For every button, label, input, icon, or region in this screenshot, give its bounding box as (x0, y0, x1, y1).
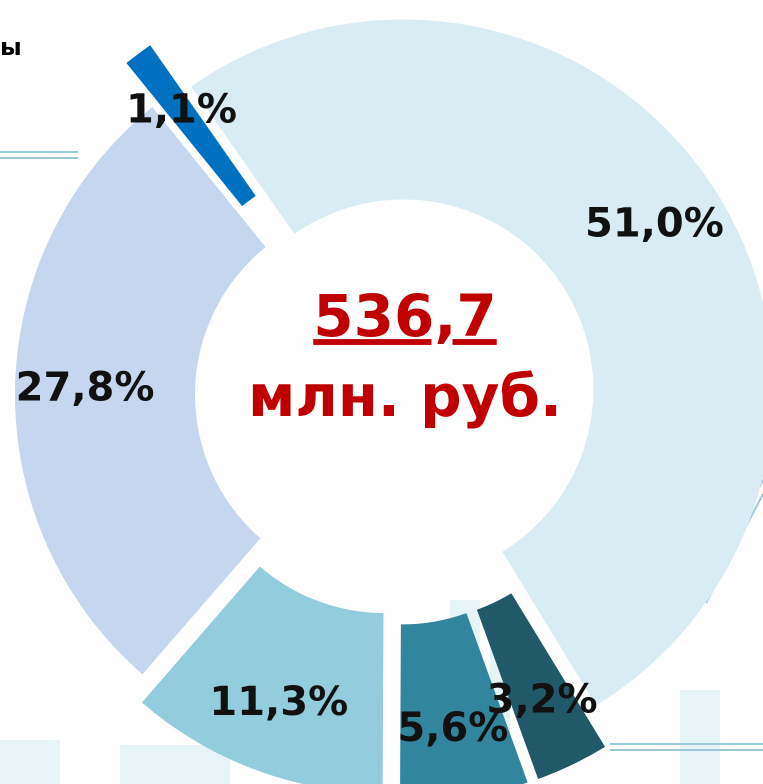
center-unit: млн. руб. (248, 362, 562, 430)
value-label: 11,3% (209, 679, 348, 725)
value-label: 1,1% (126, 86, 237, 132)
value-label: 5,6% (397, 705, 508, 751)
center-value: 536,7 (313, 282, 496, 350)
value-label: 27,8% (16, 365, 155, 411)
value-label: 51,0% (585, 200, 724, 246)
chart: ы 536,7 млн. руб. 51,0%3,2%5,6%11,3%27,8… (0, 0, 763, 784)
title: ы (0, 33, 22, 61)
